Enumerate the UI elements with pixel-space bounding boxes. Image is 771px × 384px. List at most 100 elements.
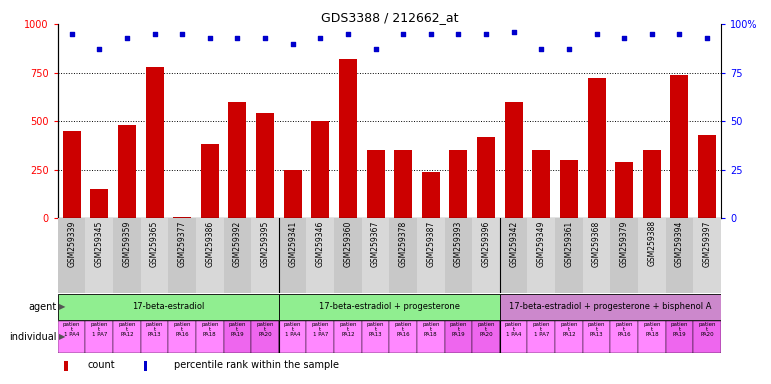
Bar bbox=[62, 131, 81, 218]
Bar bbox=[65, 361, 68, 371]
Point bbox=[425, 31, 437, 37]
Text: GSM259378: GSM259378 bbox=[399, 220, 408, 266]
Bar bbox=[527, 321, 555, 353]
Bar bbox=[665, 218, 693, 293]
Text: ▶: ▶ bbox=[59, 333, 66, 341]
Bar bbox=[146, 67, 163, 218]
Bar bbox=[362, 218, 389, 293]
Bar bbox=[168, 321, 196, 353]
Text: GSM259395: GSM259395 bbox=[261, 220, 270, 267]
Text: GSM259342: GSM259342 bbox=[509, 220, 518, 266]
Bar bbox=[86, 218, 113, 293]
Text: individual: individual bbox=[8, 332, 56, 342]
Text: patien
t
PA19: patien t PA19 bbox=[449, 322, 467, 337]
Bar bbox=[638, 321, 665, 353]
Bar bbox=[500, 293, 721, 320]
Point bbox=[507, 29, 520, 35]
Bar bbox=[339, 59, 357, 218]
Bar bbox=[693, 321, 721, 353]
Text: patien
t
PA20: patien t PA20 bbox=[699, 322, 715, 337]
Bar bbox=[144, 361, 147, 371]
Text: GSM259365: GSM259365 bbox=[150, 220, 159, 267]
Point bbox=[176, 31, 188, 37]
Bar bbox=[671, 74, 689, 218]
Bar bbox=[311, 121, 329, 218]
Text: patien
t
PA18: patien t PA18 bbox=[422, 322, 439, 337]
Bar bbox=[279, 218, 306, 293]
Text: 17-beta-estradiol + progesterone + bisphenol A: 17-beta-estradiol + progesterone + bisph… bbox=[509, 302, 712, 311]
Text: 17-beta-estradiol: 17-beta-estradiol bbox=[132, 302, 204, 311]
Text: GSM259379: GSM259379 bbox=[620, 220, 628, 267]
Bar bbox=[251, 218, 279, 293]
Point bbox=[369, 46, 382, 53]
Point bbox=[673, 31, 685, 37]
Bar bbox=[643, 150, 661, 218]
Text: patien
t
PA16: patien t PA16 bbox=[615, 322, 633, 337]
Bar bbox=[58, 218, 86, 293]
Bar bbox=[389, 218, 417, 293]
Text: GSM259393: GSM259393 bbox=[454, 220, 463, 267]
Text: 17-beta-estradiol + progesterone: 17-beta-estradiol + progesterone bbox=[319, 302, 460, 311]
Point bbox=[148, 31, 160, 37]
Bar bbox=[615, 162, 633, 218]
Point bbox=[93, 46, 106, 53]
Text: patien
t
1 PA7: patien t 1 PA7 bbox=[90, 322, 108, 337]
Bar bbox=[284, 170, 301, 218]
Point bbox=[231, 35, 244, 41]
Text: GSM259368: GSM259368 bbox=[592, 220, 601, 266]
Point bbox=[591, 31, 603, 37]
Text: patien
t
PA12: patien t PA12 bbox=[561, 322, 577, 337]
Point bbox=[618, 35, 631, 41]
Text: GSM259387: GSM259387 bbox=[426, 220, 436, 266]
Bar bbox=[477, 137, 495, 218]
Bar bbox=[500, 321, 527, 353]
Text: patien
t
1 PA7: patien t 1 PA7 bbox=[533, 322, 550, 337]
Point bbox=[397, 31, 409, 37]
Bar bbox=[228, 102, 247, 218]
Text: GSM259339: GSM259339 bbox=[67, 220, 76, 267]
Bar bbox=[113, 218, 140, 293]
Bar bbox=[560, 160, 578, 218]
Point bbox=[121, 35, 133, 41]
Text: patien
t
PA18: patien t PA18 bbox=[201, 322, 218, 337]
Bar bbox=[113, 321, 140, 353]
Bar bbox=[449, 150, 467, 218]
Text: percentile rank within the sample: percentile rank within the sample bbox=[173, 360, 339, 371]
Point bbox=[535, 46, 547, 53]
Text: GSM259386: GSM259386 bbox=[205, 220, 214, 266]
Bar bbox=[334, 321, 362, 353]
Bar bbox=[362, 321, 389, 353]
Point bbox=[701, 35, 713, 41]
Point bbox=[204, 35, 216, 41]
Bar bbox=[306, 321, 334, 353]
Text: patien
t
PA12: patien t PA12 bbox=[118, 322, 136, 337]
Text: agent: agent bbox=[28, 302, 56, 312]
Bar bbox=[417, 321, 445, 353]
Bar bbox=[58, 321, 86, 353]
Text: count: count bbox=[88, 360, 116, 371]
Text: GSM259349: GSM259349 bbox=[537, 220, 546, 267]
Bar bbox=[500, 218, 527, 293]
Text: GSM259392: GSM259392 bbox=[233, 220, 242, 266]
Bar bbox=[583, 321, 611, 353]
Point bbox=[480, 31, 492, 37]
Bar bbox=[58, 293, 279, 320]
Text: patien
t
PA19: patien t PA19 bbox=[671, 322, 689, 337]
Bar bbox=[665, 321, 693, 353]
Text: GSM259341: GSM259341 bbox=[288, 220, 297, 266]
Point bbox=[342, 31, 354, 37]
Bar bbox=[306, 218, 334, 293]
Bar bbox=[555, 218, 583, 293]
Bar bbox=[445, 321, 472, 353]
Text: patien
t
PA12: patien t PA12 bbox=[339, 322, 357, 337]
Bar bbox=[472, 321, 500, 353]
Bar bbox=[196, 321, 224, 353]
Text: GSM259346: GSM259346 bbox=[316, 220, 325, 267]
Text: GSM259377: GSM259377 bbox=[177, 220, 187, 267]
Bar bbox=[698, 135, 716, 218]
Text: GSM259367: GSM259367 bbox=[371, 220, 380, 267]
Bar bbox=[588, 78, 605, 218]
Bar bbox=[527, 218, 555, 293]
Point bbox=[66, 31, 78, 37]
Text: patien
t
1 PA7: patien t 1 PA7 bbox=[311, 322, 329, 337]
